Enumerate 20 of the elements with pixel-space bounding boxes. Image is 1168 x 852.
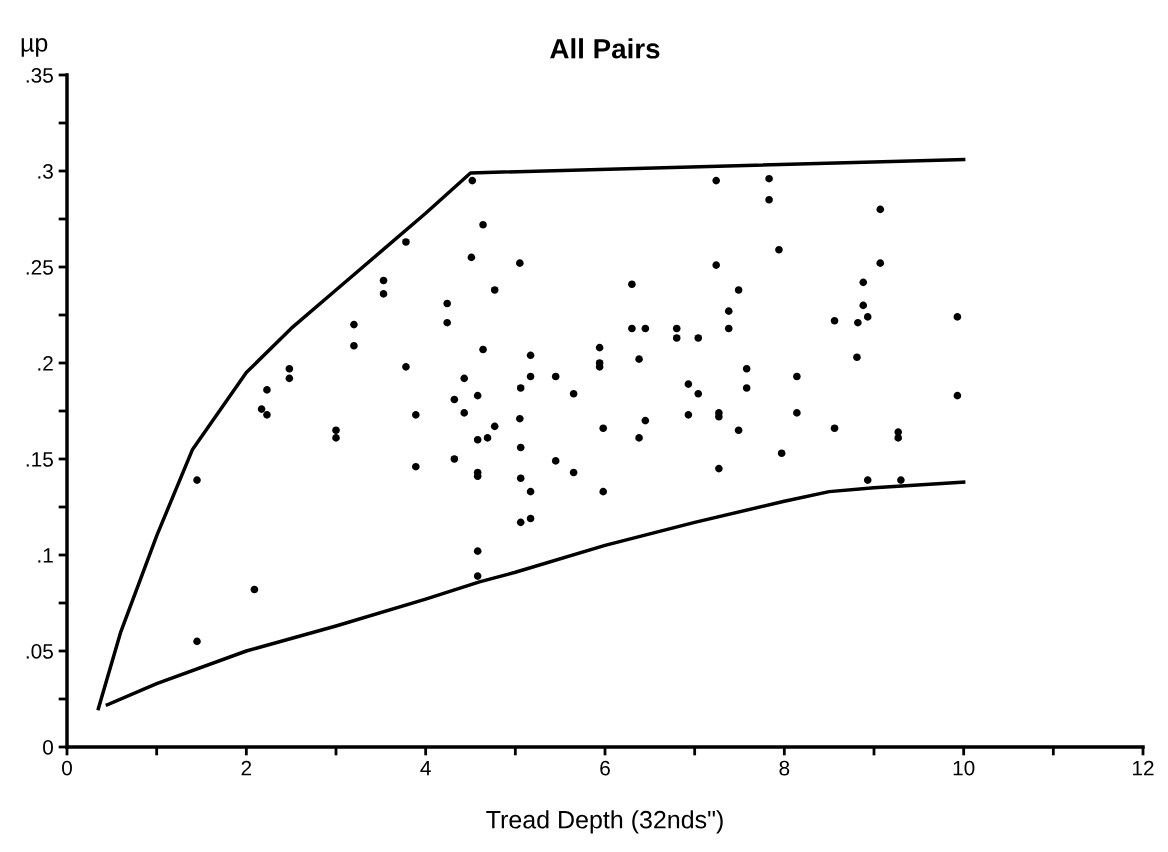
y-tick-label: .35 [26, 68, 53, 83]
line-series [105, 480, 966, 707]
y-tick-label: .25 [26, 260, 53, 275]
x-tick-label: 6 [600, 760, 610, 776]
x-tick-label: 4 [420, 760, 431, 776]
x-tick-label: 8 [779, 760, 790, 776]
y-tick-label: .05 [26, 644, 53, 659]
x-tick-label: 12 [1133, 760, 1154, 776]
x-axis-title: Tread Depth (32nds") [486, 810, 723, 834]
y-tick-label: .15 [26, 452, 53, 467]
y-tick-label: .1 [38, 548, 53, 563]
y-tick-label: .3 [38, 164, 53, 179]
x-tick-label: 0 [62, 760, 72, 776]
x-tick-label: 2 [241, 760, 252, 776]
y-tick-label: .2 [38, 356, 53, 371]
y-axis-title: µp [21, 38, 48, 57]
y-tick-label: 0 [43, 740, 53, 755]
x-tick-label: 10 [953, 760, 975, 776]
chart-title: All Pairs [550, 38, 660, 59]
line-series [96, 157, 966, 711]
